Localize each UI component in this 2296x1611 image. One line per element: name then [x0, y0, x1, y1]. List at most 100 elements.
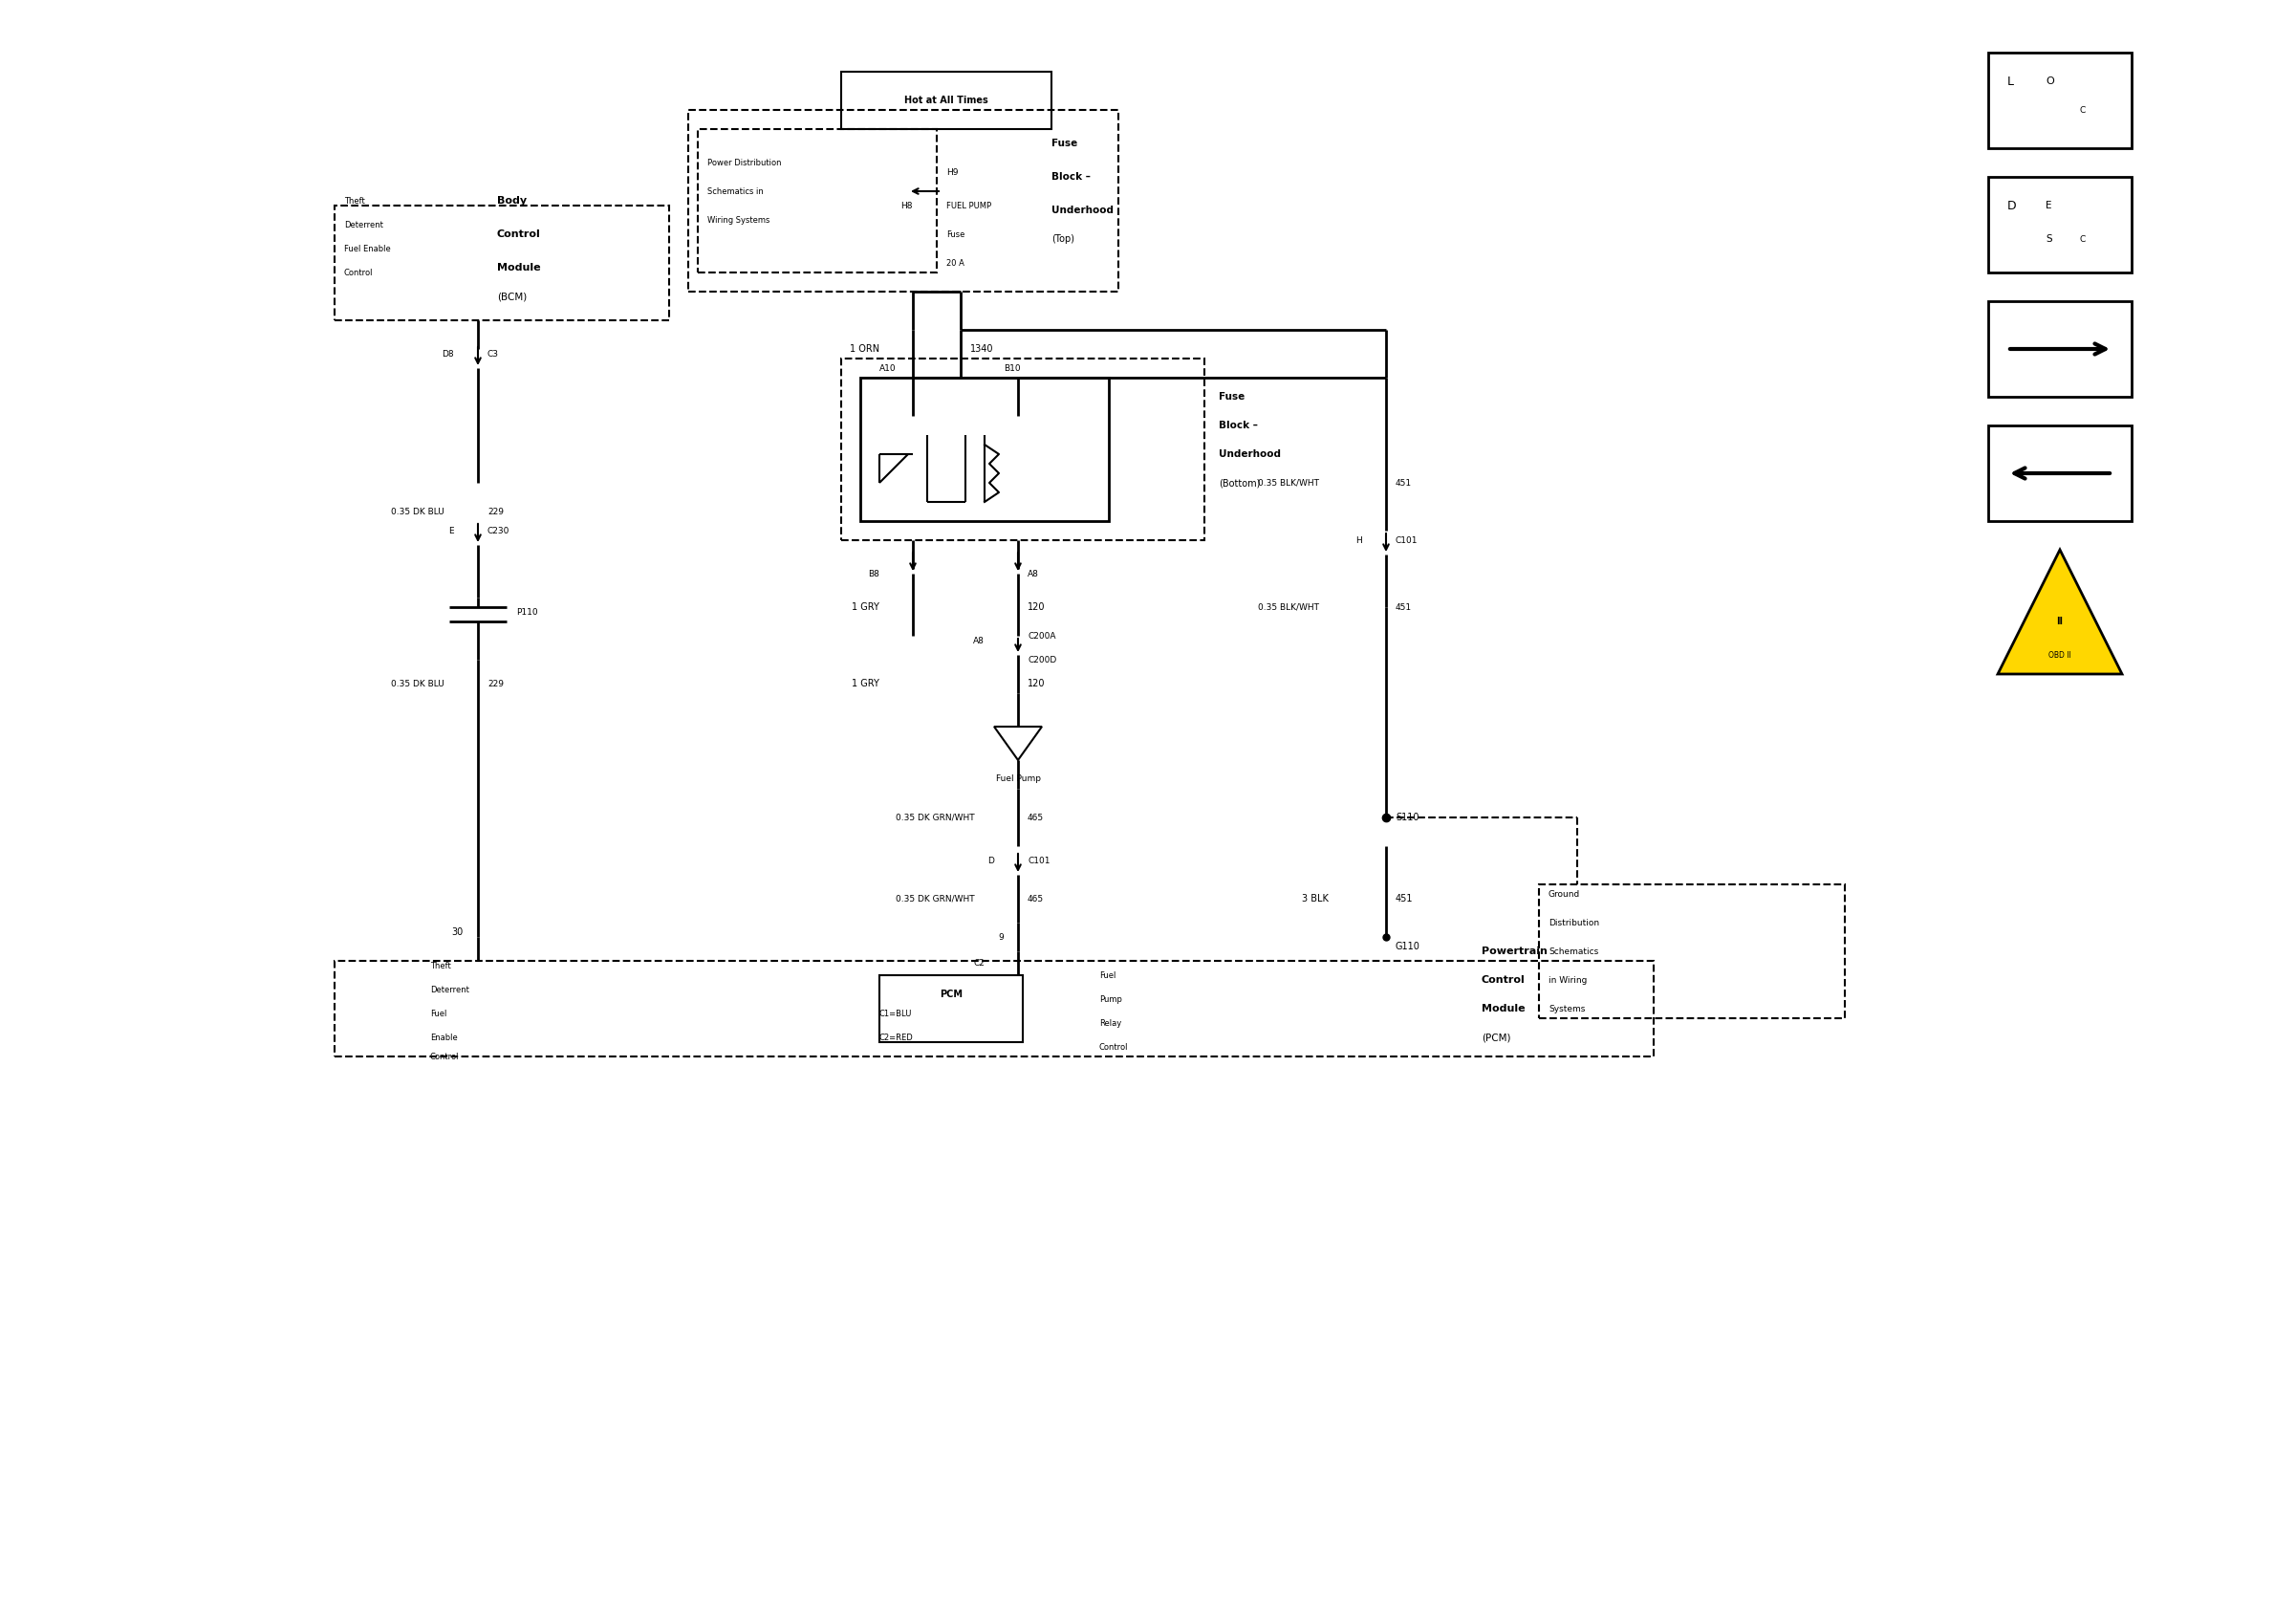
Text: FUEL PUMP: FUEL PUMP — [946, 201, 992, 209]
Text: B10: B10 — [1003, 364, 1019, 372]
Text: Underhood: Underhood — [1052, 206, 1114, 216]
Bar — [879, 975, 1022, 1042]
Text: 0.35 DK GRN/WHT: 0.35 DK GRN/WHT — [895, 814, 976, 822]
Text: Block –: Block – — [1219, 420, 1258, 430]
Text: C230: C230 — [487, 527, 510, 535]
Text: Fuse: Fuse — [1052, 139, 1077, 148]
Text: 1 GRY: 1 GRY — [852, 678, 879, 688]
Text: 451: 451 — [1396, 478, 1412, 487]
Text: PCM: PCM — [939, 989, 962, 999]
Text: 0.35 DK GRN/WHT: 0.35 DK GRN/WHT — [895, 894, 976, 904]
Text: S110: S110 — [1396, 812, 1419, 822]
Text: Hot at All Times: Hot at All Times — [905, 95, 987, 105]
Text: C101: C101 — [1396, 536, 1419, 545]
Text: C3: C3 — [487, 350, 498, 358]
Text: Schematics: Schematics — [1548, 947, 1598, 955]
Text: (Top): (Top) — [1052, 234, 1075, 243]
Text: Theft: Theft — [344, 197, 365, 205]
Text: H: H — [1355, 536, 1362, 545]
Text: A8: A8 — [974, 636, 985, 644]
Text: Fuel Pump: Fuel Pump — [996, 775, 1040, 783]
Bar — [840, 72, 1052, 129]
Text: Theft: Theft — [429, 962, 450, 970]
Text: H9: H9 — [946, 168, 957, 176]
Bar — [1988, 301, 2131, 396]
Text: 465: 465 — [1029, 894, 1045, 904]
Bar — [335, 206, 668, 321]
Text: Fuse: Fuse — [946, 230, 964, 238]
Text: in Wiring: in Wiring — [1548, 976, 1587, 984]
Text: Control: Control — [344, 267, 374, 277]
Text: G110: G110 — [1396, 942, 1421, 952]
Text: (BCM): (BCM) — [496, 292, 526, 301]
Text: P110: P110 — [517, 607, 537, 615]
Text: 20 A: 20 A — [946, 259, 964, 267]
Bar — [1988, 177, 2131, 272]
Text: S: S — [2046, 234, 2053, 243]
Text: Powertrain: Powertrain — [1481, 947, 1548, 955]
Text: Body: Body — [496, 197, 526, 206]
Text: Relay: Relay — [1100, 1018, 1120, 1028]
Text: Ground: Ground — [1548, 889, 1580, 899]
Text: E: E — [448, 527, 455, 535]
Text: 0.35 DK BLU: 0.35 DK BLU — [390, 680, 445, 688]
Text: Control: Control — [1481, 975, 1525, 984]
Text: Underhood: Underhood — [1219, 449, 1281, 459]
Text: B8: B8 — [868, 569, 879, 578]
Text: OBD II: OBD II — [2048, 651, 2071, 659]
Bar — [840, 359, 1205, 540]
Text: Schematics in: Schematics in — [707, 187, 765, 195]
Text: 120: 120 — [1029, 678, 1045, 688]
Text: D: D — [987, 855, 994, 865]
Text: C200D: C200D — [1029, 656, 1056, 664]
Text: 451: 451 — [1396, 603, 1412, 612]
Text: C101: C101 — [1029, 855, 1049, 865]
Text: D8: D8 — [441, 350, 455, 358]
Bar — [1988, 53, 2131, 148]
Text: Control: Control — [429, 1052, 459, 1060]
Text: 229: 229 — [487, 507, 503, 516]
Text: Deterrent: Deterrent — [429, 986, 468, 994]
Text: A10: A10 — [879, 364, 895, 372]
Text: 451: 451 — [1396, 894, 1414, 904]
Text: L: L — [2007, 76, 2014, 87]
Text: Pump: Pump — [1100, 996, 1123, 1004]
Text: Fuse: Fuse — [1219, 391, 1244, 401]
Text: (PCM): (PCM) — [1481, 1033, 1511, 1042]
Text: C200A: C200A — [1029, 632, 1056, 640]
Text: A8: A8 — [1029, 569, 1038, 578]
Text: Deterrent: Deterrent — [344, 221, 383, 229]
Text: Power Distribution: Power Distribution — [707, 158, 781, 168]
Text: 0.35 DK BLU: 0.35 DK BLU — [390, 507, 445, 516]
Text: Module: Module — [496, 263, 540, 272]
Bar — [335, 960, 1653, 1057]
Text: (Bottom): (Bottom) — [1219, 478, 1261, 488]
Text: 120: 120 — [1029, 603, 1045, 612]
Text: Module: Module — [1481, 1004, 1525, 1013]
Bar — [861, 377, 1109, 520]
Bar — [689, 110, 1118, 292]
Text: 1 GRY: 1 GRY — [852, 603, 879, 612]
Text: Fuel Enable: Fuel Enable — [344, 245, 390, 253]
Text: 465: 465 — [1029, 814, 1045, 822]
Text: 9: 9 — [999, 933, 1003, 941]
Text: Block –: Block – — [1052, 172, 1091, 182]
Text: E: E — [2046, 201, 2053, 211]
Text: Distribution: Distribution — [1548, 918, 1600, 926]
Text: C1=BLU: C1=BLU — [879, 1008, 912, 1018]
Text: 1 ORN: 1 ORN — [850, 345, 879, 354]
Text: II: II — [2057, 617, 2064, 627]
Text: H8: H8 — [900, 201, 914, 209]
Text: Systems: Systems — [1548, 1004, 1584, 1013]
Text: C2=RED: C2=RED — [879, 1033, 914, 1042]
Text: C: C — [2078, 106, 2085, 114]
Text: 0.35 BLK/WHT: 0.35 BLK/WHT — [1258, 478, 1320, 487]
Polygon shape — [1998, 549, 2122, 673]
Bar — [1988, 425, 2131, 520]
Text: Fuel: Fuel — [429, 1008, 448, 1018]
Text: C2: C2 — [974, 959, 985, 967]
Bar — [1538, 884, 1844, 1018]
Text: Control: Control — [1100, 1042, 1127, 1052]
Bar — [698, 129, 937, 272]
Text: O: O — [2046, 76, 2055, 85]
